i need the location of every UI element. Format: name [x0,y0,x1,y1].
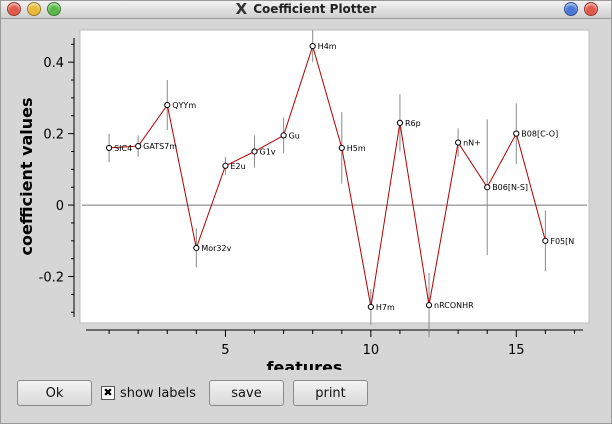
point-label: F05[N [550,237,574,246]
plot-area: 0.4 0.2 0 -0.2 5 10 15 features coefficient valu… [0,18,612,370]
show-labels-toggle[interactable]: ✖ show labels [101,382,196,404]
data-point [105,144,113,152]
show-labels-label: show labels [120,385,196,401]
series-line [109,44,546,307]
point-label: GATS7m [143,142,177,151]
x-axis-label: features [267,358,343,370]
data-point [222,162,229,169]
point-label: nN+ [463,139,481,148]
point-label: R6p [405,119,421,128]
data-point [309,42,316,50]
save-button[interactable]: save [209,380,284,406]
y-tick-label: 0.4 [43,56,64,71]
data-point [135,143,142,150]
point-label: B08[C-O] [521,130,558,139]
point-label: H4m [318,42,337,51]
ok-button[interactable]: Ok [17,380,92,406]
app-logo-icon: X [235,0,248,18]
x-tick-label: 5 [221,343,229,358]
data-point [280,132,287,139]
point-label: G1v [260,147,276,156]
plot-frame [79,29,590,324]
x-tick-label: 15 [508,343,525,358]
data-point [455,139,462,146]
data-point [425,302,433,309]
point-label: H7m [376,303,395,312]
data-point [513,130,520,137]
print-button[interactable]: print [293,380,368,406]
data-point [367,303,374,311]
point-label: B06[N-S] [492,183,528,192]
y-tick-label: 0.2 [43,128,64,143]
show-labels-checkbox[interactable]: ✖ [101,386,115,400]
data-point [338,144,345,152]
shade-button[interactable] [564,2,578,16]
window-title-wrap: X Coefficient Plotter [0,0,612,18]
y-tick-label: 0 [56,199,64,214]
point-label: nRCONHR [434,301,474,310]
data-point [396,119,404,127]
y-tick-label: -0.2 [39,271,64,286]
data-point [542,237,549,244]
point-label: Gu [289,131,300,140]
y-axis-label: coefficient values [17,97,36,255]
window-close-button[interactable] [584,2,598,16]
data-point [251,148,258,155]
point-label: Mor32v [201,244,231,253]
minimize-button[interactable] [27,2,41,16]
data-point [484,184,491,191]
data-point [164,101,171,109]
maximize-button[interactable] [47,2,61,16]
data-point [193,244,200,252]
title-bar: X Coefficient Plotter [0,0,612,19]
point-label: E2u [230,162,245,171]
point-label: QYYm [172,101,196,110]
x-tick-label: 10 [363,343,380,358]
coefficient-chart: 0.4 0.2 0 -0.2 5 10 15 features coefficient valu… [17,29,590,370]
point-label: H5m [347,144,366,153]
window-title: Coefficient Plotter [253,2,377,16]
close-button[interactable] [7,2,21,16]
point-label: SIC4 [114,144,132,153]
